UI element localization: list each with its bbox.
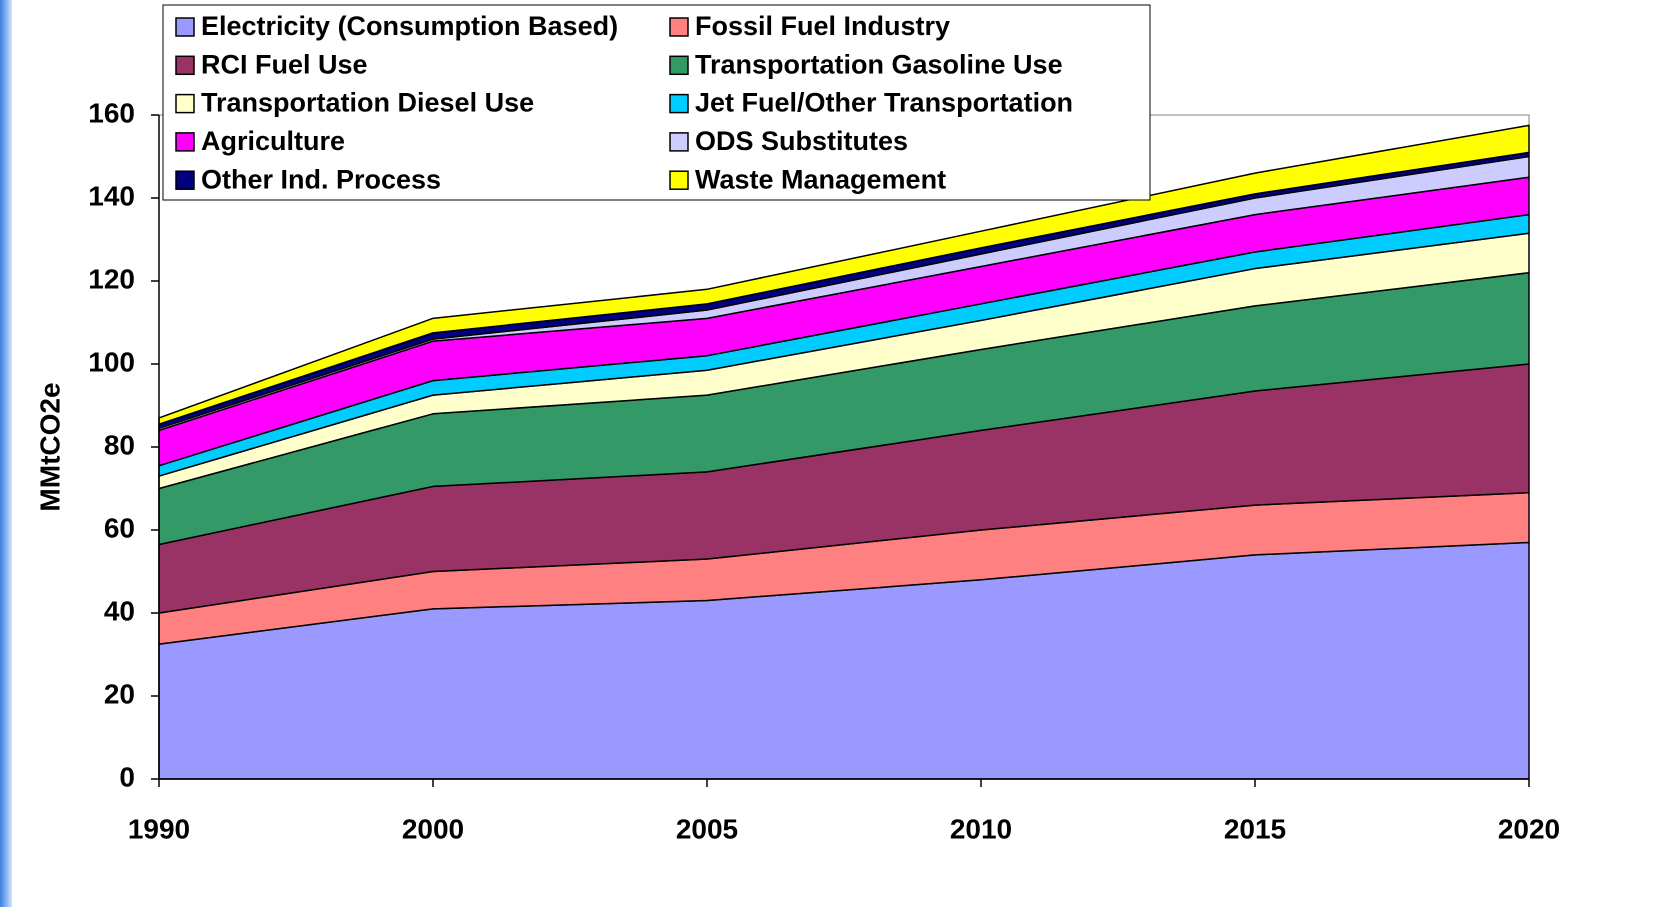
legend <box>162 4 1151 201</box>
y-tick-label: 0 <box>119 761 135 792</box>
y-tick-label: 20 <box>104 678 135 709</box>
legend-label: Waste Management <box>695 164 946 194</box>
legend-label: Jet Fuel/Other Transportation <box>695 88 1073 118</box>
legend-swatch <box>669 170 689 190</box>
legend-swatch <box>175 93 195 114</box>
legend-swatch <box>669 93 689 114</box>
y-tick-label: 160 <box>88 97 135 128</box>
legend-label: Electricity (Consumption Based) <box>201 11 618 41</box>
side-bar <box>0 0 12 907</box>
legend-label: Other Ind. Process <box>201 164 441 194</box>
legend-swatch <box>175 17 195 37</box>
legend-swatch <box>175 55 195 76</box>
y-tick-label: 120 <box>88 263 135 294</box>
x-tick-label: 2015 <box>1224 813 1286 844</box>
legend-swatch <box>175 132 195 152</box>
legend-label: ODS Substitutes <box>695 126 908 156</box>
y-tick-label: 60 <box>104 512 135 543</box>
legend-swatch <box>669 17 689 37</box>
y-axis-label: MMtCO2e <box>34 382 65 511</box>
legend-label: Transportation Diesel Use <box>201 88 534 118</box>
x-tick-label: 1990 <box>128 813 190 844</box>
area <box>158 124 1530 425</box>
legend-swatch <box>669 55 689 76</box>
x-tick-label: 2020 <box>1498 813 1560 844</box>
x-tick-label: 2005 <box>676 813 738 844</box>
y-tick-label: 140 <box>88 180 135 211</box>
y-tick-label: 80 <box>104 429 135 460</box>
legend-swatch <box>175 170 195 190</box>
legend-label: RCI Fuel Use <box>201 49 368 79</box>
legend-label: Transportation Gasoline Use <box>695 49 1063 79</box>
y-tick-label: 40 <box>104 595 135 626</box>
legend-label: Agriculture <box>201 126 345 156</box>
legend-label: Fossil Fuel Industry <box>695 11 950 41</box>
y-tick-label: 100 <box>88 346 135 377</box>
legend-swatch <box>669 132 689 152</box>
x-tick-label: 2000 <box>402 813 464 844</box>
x-tick-label: 2010 <box>950 813 1012 844</box>
